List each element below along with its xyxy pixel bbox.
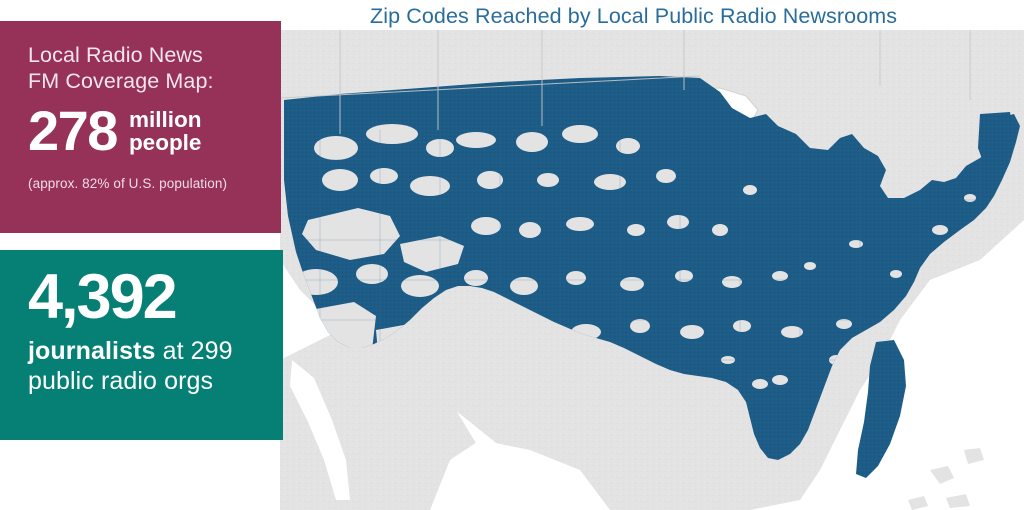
population-number: 278 — [28, 99, 118, 162]
journalists-caption-rest: at 299 — [155, 337, 233, 365]
population-unit-line1: million — [128, 107, 202, 132]
florida-coverage — [856, 340, 906, 478]
population-footnote: (approx. 82% of U.S. population) — [28, 176, 228, 191]
journalists-caption: journalists at 299 public radio orgs — [28, 336, 259, 396]
journalists-caption-strong: journalists — [28, 337, 156, 365]
population-card-heading: Local Radio News FM Coverage Map: — [28, 43, 257, 94]
maine-coverage — [978, 112, 1014, 170]
population-heading-line1: Local Radio News — [28, 43, 203, 67]
page-title: Zip Codes Reached by Local Public Radio … — [370, 4, 898, 28]
population-figure-row: 278 million people — [28, 103, 257, 159]
stat-card-journalists: 4,392 journalists at 299 public radio or… — [0, 250, 283, 440]
population-unit-line2: people — [128, 130, 202, 155]
journalists-number: 4,392 — [28, 262, 178, 332]
stat-card-population: Local Radio News FM Coverage Map: 278 mi… — [0, 21, 281, 233]
coverage-map[interactable] — [280, 30, 1024, 510]
coverage-map-svg — [280, 30, 1024, 510]
state-borders — [280, 30, 971, 134]
journalists-caption-line2: public radio orgs — [28, 367, 214, 395]
population-heading-line2: FM Coverage Map: — [28, 68, 214, 93]
population-unit: million people — [129, 108, 202, 154]
bahamas-islands — [908, 448, 984, 510]
